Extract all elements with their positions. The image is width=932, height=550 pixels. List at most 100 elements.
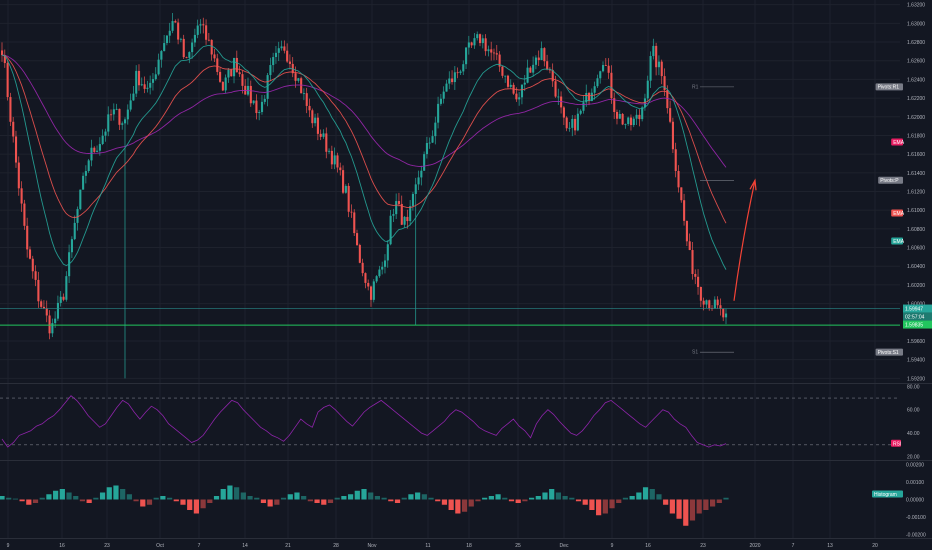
candle-body	[445, 83, 448, 92]
rsi-label: RSI	[893, 441, 901, 447]
histogram-bar	[79, 499, 86, 502]
candle-body	[425, 143, 428, 155]
candle-body	[599, 71, 602, 79]
histogram-bar	[394, 499, 401, 503]
candle-body	[322, 133, 325, 137]
candle-body	[691, 250, 694, 274]
price-marker-label: EMA	[893, 211, 905, 217]
histogram-bar	[388, 499, 394, 502]
price-tick-label: 1.60400	[907, 264, 925, 270]
histogram-bar	[26, 499, 32, 505]
rsi-pane[interactable]: RSI	[0, 395, 901, 448]
candle-body	[403, 216, 406, 225]
candle-body	[96, 150, 99, 152]
candle-body	[266, 75, 269, 99]
time-tick-label: 16	[59, 543, 65, 549]
time-tick-label: 7	[792, 543, 795, 549]
candle-body	[585, 92, 588, 103]
candle-body	[149, 82, 152, 88]
countdown-tag	[903, 312, 932, 321]
candle-body	[76, 209, 79, 223]
price-tick-label: 1.60200	[907, 283, 925, 289]
candle-body	[523, 82, 526, 85]
price-tick-label: 1.62400	[907, 77, 925, 83]
histogram-bar	[642, 487, 649, 500]
candle-body	[274, 52, 278, 58]
candle-body	[174, 21, 177, 23]
candle-body	[90, 147, 93, 161]
histogram-bar	[515, 499, 521, 503]
histogram-bar	[39, 497, 45, 500]
histogram-bar	[602, 499, 608, 514]
histogram-bar	[562, 496, 568, 500]
candle-body	[168, 30, 171, 36]
candle-body	[241, 74, 244, 86]
histogram-bar	[528, 497, 535, 500]
price-tick-label: 1.61800	[907, 133, 925, 139]
histogram-bar	[294, 492, 300, 500]
histogram-bar	[307, 499, 313, 502]
histogram-bar	[32, 499, 39, 503]
candle-body	[671, 121, 674, 150]
histogram-bar	[153, 497, 159, 500]
candle-body	[451, 78, 454, 83]
candle-body	[618, 113, 621, 119]
candle-body	[613, 98, 616, 112]
candle-body	[646, 80, 649, 99]
time-axis[interactable]: 9 16 23 Oct 7 14 21 28 Nov 11 18 25 Dec 9 16 23 2020 7 13 2…	[7, 543, 878, 549]
candle-body	[263, 98, 266, 102]
candle-body	[84, 171, 87, 176]
candle-body	[171, 21, 174, 31]
candle-body	[526, 67, 529, 83]
price-pane[interactable]: R1 S1	[0, 13, 900, 379]
macd-histogram-pane[interactable]: Histogram	[0, 485, 903, 526]
candle-body	[506, 75, 510, 87]
candle-body	[509, 84, 512, 87]
candle-body	[233, 57, 236, 77]
candle-body	[395, 201, 398, 215]
candle-body	[663, 76, 666, 91]
candle-body	[93, 147, 96, 152]
candle-body	[238, 72, 241, 75]
rsi-tag	[891, 439, 901, 447]
candle-body	[649, 56, 652, 81]
candle-body	[495, 53, 498, 55]
candle-body	[40, 301, 43, 307]
candle-body	[722, 308, 725, 318]
candle-body	[154, 74, 157, 80]
histogram-bar	[200, 499, 206, 509]
rsi-line	[1, 395, 727, 448]
candle-body	[596, 78, 599, 87]
candle-body	[543, 48, 546, 62]
candle-body	[235, 57, 238, 73]
histogram-bar	[723, 497, 729, 500]
histogram-bar	[609, 499, 615, 509]
candle-body	[129, 100, 132, 110]
current-price-tag	[903, 304, 932, 313]
histogram-bar	[448, 499, 454, 510]
histogram-bar	[327, 499, 334, 503]
histogram-bar	[428, 497, 434, 500]
candle-body	[520, 84, 524, 98]
candle-body	[627, 117, 630, 125]
candle-body	[31, 258, 34, 272]
price-axis[interactable]: 1.63200 1.63000 1.62800 1.62600 1.62400 1.622…	[875, 3, 932, 539]
candle-body	[319, 133, 322, 137]
histogram-bar	[347, 494, 354, 500]
candle-body	[579, 110, 582, 114]
histogram-bar	[361, 489, 367, 500]
histogram-bar	[66, 492, 72, 500]
ema-line	[1, 54, 727, 168]
candle-body	[199, 24, 202, 26]
candle-body	[548, 69, 551, 71]
candle-body	[629, 117, 633, 126]
price-tick-label: 1.59600	[907, 339, 925, 345]
candle-body	[557, 96, 560, 98]
candle-body	[272, 57, 275, 66]
candle-body	[294, 73, 297, 81]
histogram-bar	[468, 499, 474, 507]
candle-body	[554, 81, 557, 97]
histogram-bar	[260, 499, 267, 503]
histogram-bar	[99, 492, 106, 500]
